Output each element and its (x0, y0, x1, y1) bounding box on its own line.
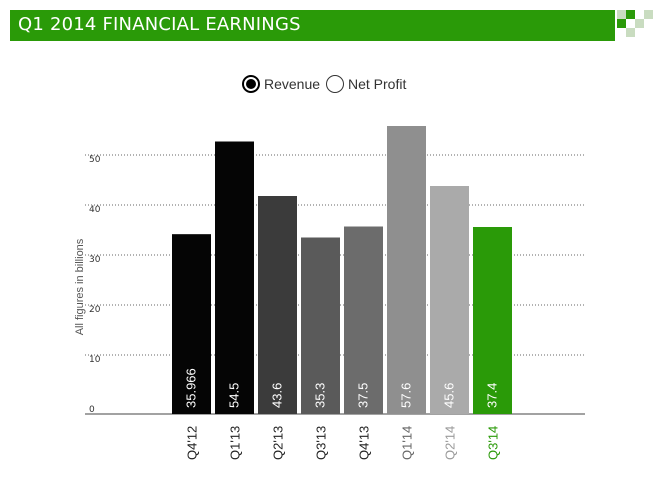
y-tick-label: 30 (89, 255, 101, 265)
y-tick-label: 10 (89, 355, 101, 365)
x-tick-label: Q1'13 (228, 426, 243, 460)
bar-value-label: 54.5 (227, 383, 242, 408)
y-tick-label: 20 (89, 305, 101, 315)
y-axis-label: All figures in billions (74, 238, 86, 335)
bar-value-label: 35.966 (184, 368, 199, 408)
x-tick-label: Q4'13 (357, 426, 372, 460)
x-tick-label: Q3'13 (314, 426, 329, 460)
title-bar: Q1 2014 FINANCIAL EARNINGS (10, 10, 615, 41)
x-tick-label: Q4'12 (185, 426, 200, 460)
revenue-toggle-label: Revenue (264, 76, 321, 92)
revenue-toggle[interactable]: Revenue (242, 73, 320, 95)
x-tick-label: Q2'14 (443, 426, 458, 460)
x-tick-label: Q2'13 (271, 426, 286, 460)
bar-value-label: 45.6 (442, 383, 457, 408)
bar (387, 126, 426, 414)
bar-value-label: 37.4 (485, 383, 500, 408)
net-profit-radio-icon (326, 75, 344, 93)
x-tick-label: Q1'14 (400, 426, 415, 460)
y-tick-label: 0 (89, 405, 95, 415)
bar (215, 141, 254, 414)
bar (473, 227, 512, 414)
bar (344, 226, 383, 414)
bar-value-label: 35.3 (313, 383, 328, 408)
net-profit-toggle-label: Net Profit (348, 76, 407, 92)
y-tick-label: 40 (89, 205, 101, 215)
x-tick-label: Q3'14 (486, 426, 501, 460)
bar-value-label: 43.6 (270, 383, 285, 408)
bar (258, 196, 297, 414)
bar-value-label: 37.5 (356, 383, 371, 408)
chart-title: Q1 2014 FINANCIAL EARNINGS (18, 14, 301, 35)
bar (430, 186, 469, 414)
revenue-radio-icon (242, 75, 260, 93)
bar (172, 234, 211, 414)
net-profit-toggle[interactable]: Net Profit (326, 73, 406, 95)
bar-value-label: 57.6 (399, 383, 414, 408)
y-tick-label: 50 (89, 155, 101, 165)
bar (301, 237, 340, 414)
